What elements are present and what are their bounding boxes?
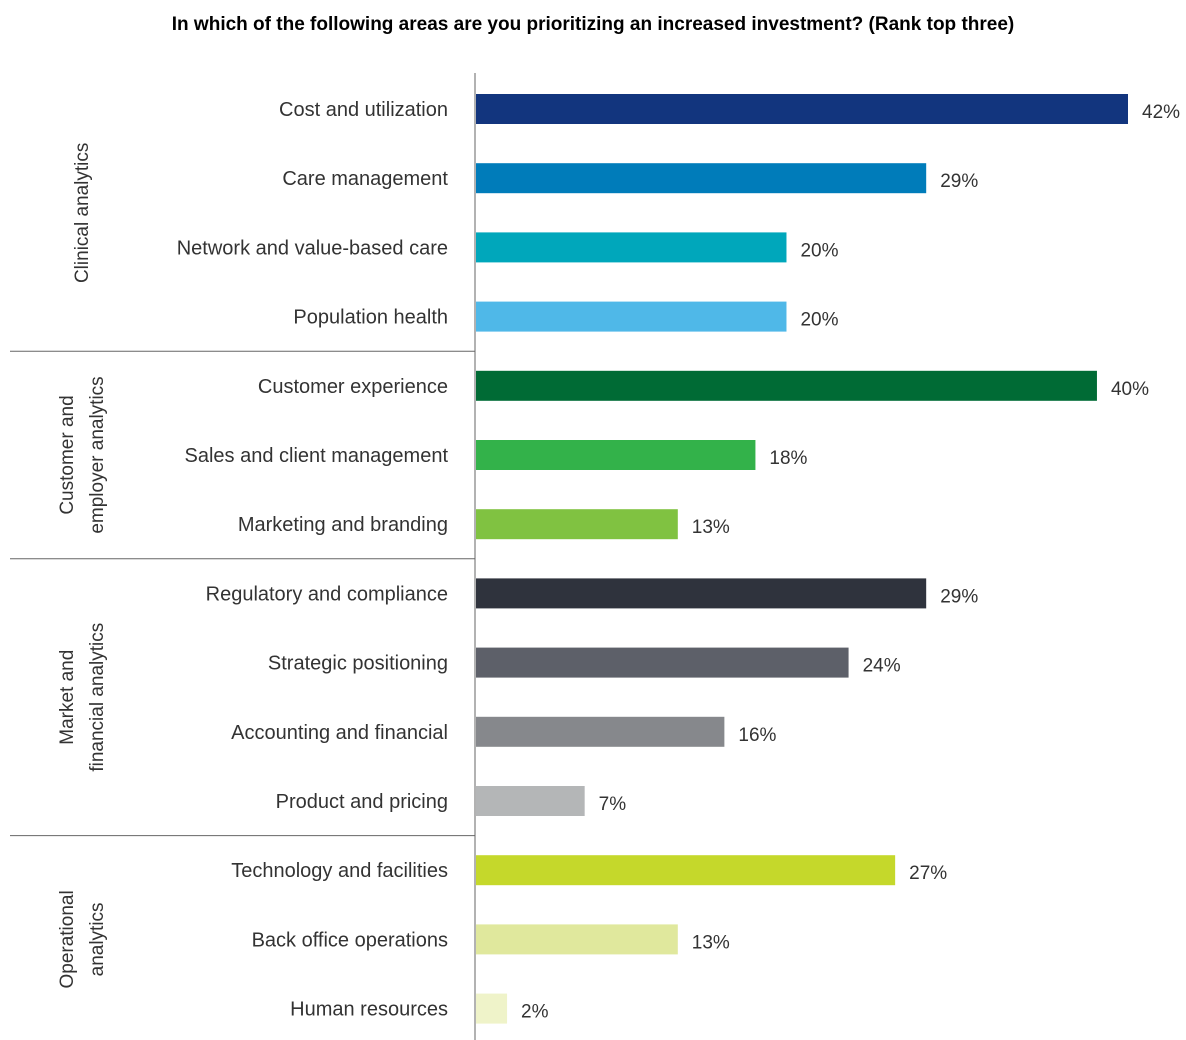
bar xyxy=(476,163,927,194)
value-label: 13% xyxy=(692,517,730,538)
value-label: 40% xyxy=(1111,379,1149,400)
category-label: Care management xyxy=(282,168,448,190)
group-label: Operational xyxy=(57,890,78,988)
bar xyxy=(476,370,1097,401)
bar xyxy=(476,647,849,678)
value-label: 29% xyxy=(940,171,978,192)
value-label: 2% xyxy=(521,1002,549,1023)
value-label: 7% xyxy=(599,794,627,815)
category-label: Back office operations xyxy=(252,929,448,951)
value-label: 29% xyxy=(940,586,978,607)
category-label: Sales and client management xyxy=(185,445,449,467)
category-label: Population health xyxy=(293,307,448,329)
bar xyxy=(476,440,756,470)
bar xyxy=(476,578,927,609)
group-label: analytics xyxy=(87,902,108,976)
category-label: Accounting and financial xyxy=(231,722,448,744)
value-label: 20% xyxy=(800,240,838,261)
bar xyxy=(476,232,787,263)
category-label: Product and pricing xyxy=(276,791,448,813)
bar xyxy=(476,786,585,816)
value-label: 13% xyxy=(692,932,730,953)
group-label: Market and xyxy=(57,650,78,745)
value-label: 16% xyxy=(738,725,776,746)
category-label: Marketing and branding xyxy=(238,514,448,536)
bar xyxy=(476,94,1128,124)
bar xyxy=(476,993,508,1024)
value-label: 27% xyxy=(909,863,947,884)
bar xyxy=(476,924,678,955)
category-label: Strategic positioning xyxy=(268,653,448,675)
bar xyxy=(476,855,896,886)
category-label: Network and value-based care xyxy=(177,237,448,259)
value-label: 20% xyxy=(800,310,838,331)
value-label: 18% xyxy=(769,448,807,469)
category-label: Regulatory and compliance xyxy=(206,583,448,605)
category-label: Cost and utilization xyxy=(279,99,448,121)
value-label: 42% xyxy=(1142,102,1180,123)
bar xyxy=(476,301,787,332)
bar xyxy=(476,716,725,747)
value-label: 24% xyxy=(863,656,901,677)
group-label: Clinical analytics xyxy=(72,143,93,283)
category-label: Technology and facilities xyxy=(231,860,448,882)
chart-title: In which of the following areas are you … xyxy=(171,14,1015,35)
group-label: Customer and xyxy=(57,395,78,514)
category-label: Customer experience xyxy=(258,376,448,398)
category-label: Human resources xyxy=(290,999,448,1021)
bar xyxy=(476,509,678,540)
group-label: financial analytics xyxy=(87,623,108,772)
group-label: employer analytics xyxy=(87,376,108,533)
